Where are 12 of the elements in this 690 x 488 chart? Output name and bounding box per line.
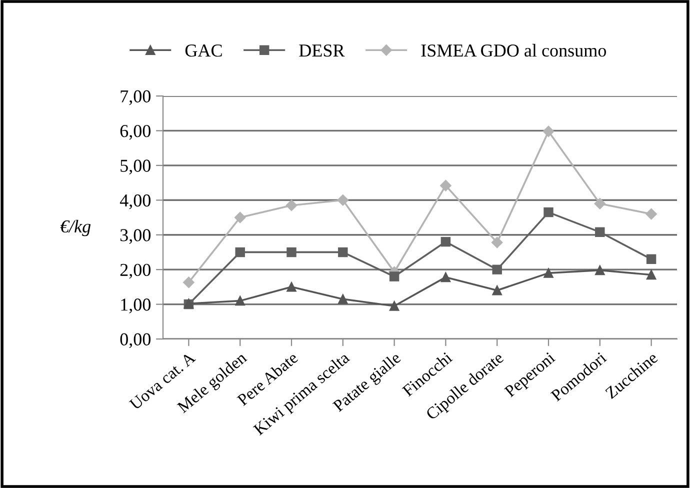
y-tick-label: 5,00 bbox=[120, 160, 151, 174]
y-axis-title: €/kg bbox=[60, 220, 91, 236]
legend-label: DESR bbox=[299, 44, 345, 57]
y-tick-label: 3,00 bbox=[120, 229, 151, 244]
y-tick-label: 2,00 bbox=[120, 264, 151, 279]
legend-label: ISMEA GDO al consumo bbox=[421, 44, 606, 57]
y-tick-label: 7,00 bbox=[120, 90, 151, 106]
y-tick-label: 1,00 bbox=[121, 298, 151, 314]
y-tick-label: 6,00 bbox=[120, 124, 151, 140]
y-tick-label: 0,00 bbox=[120, 333, 151, 348]
y-tick-label: 4,00 bbox=[120, 194, 151, 210]
legend-label: GAC bbox=[185, 44, 222, 57]
